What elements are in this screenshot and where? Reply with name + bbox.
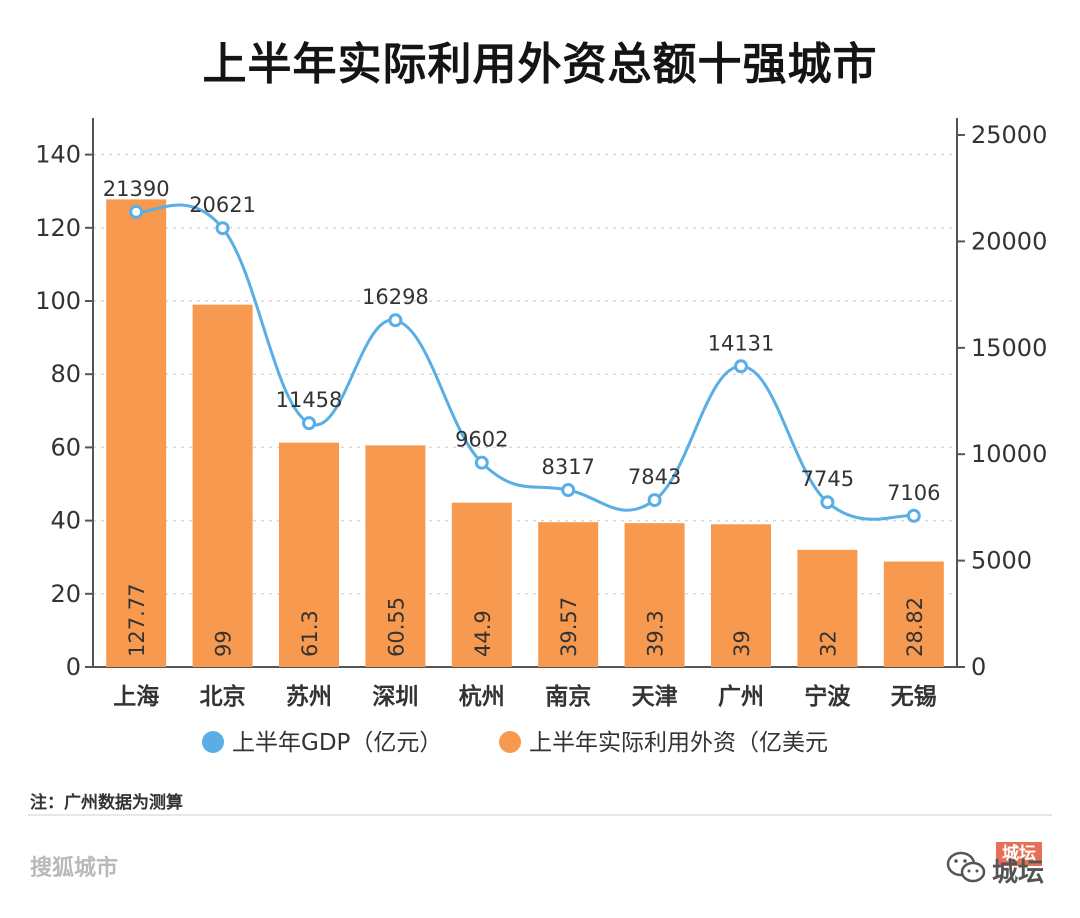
bar[interactable] [624, 523, 685, 667]
bar-value-label: 39.3 [644, 610, 668, 657]
left-axis-tick-label: 20 [50, 580, 81, 608]
bar-value-label: 39 [730, 630, 754, 657]
gdp-value-label: 21390 [103, 177, 170, 201]
gdp-value-label: 11458 [276, 388, 343, 412]
chart-title: 上半年实际利用外资总额十强城市 [202, 39, 878, 90]
bar-series [106, 199, 944, 667]
right-axis-tick-label: 15000 [971, 334, 1047, 362]
gdp-value-label: 16298 [362, 285, 429, 309]
legend-fdi-marker[interactable] [499, 731, 521, 753]
bar[interactable] [451, 502, 512, 667]
bar-value-label: 44.9 [471, 610, 495, 657]
bar-value-label: 99 [212, 630, 236, 657]
gdp-value-label: 20621 [189, 193, 256, 217]
bar[interactable] [538, 522, 599, 667]
legend-gdp-marker[interactable] [202, 731, 224, 753]
bar[interactable] [365, 445, 426, 667]
left-axis-tick-label: 80 [50, 360, 81, 388]
category-label: 杭州 [459, 683, 505, 710]
category-label: 无锡 [891, 684, 937, 710]
gdp-value-label: 8317 [541, 455, 594, 479]
left-axis-tick-label: 60 [50, 433, 81, 461]
bar[interactable] [711, 524, 771, 667]
chart-canvas: 0 20 40 60 80 100 120 140 0 5000 10000 15000 20000 25… [35, 118, 1047, 756]
gdp-value-label: 7106 [887, 481, 940, 505]
left-axis-tick-label: 0 [66, 653, 81, 681]
left-axis-tick-label: 100 [35, 287, 81, 315]
gdp-point[interactable] [906, 508, 921, 523]
gdp-value-label: 9602 [455, 428, 508, 452]
gdp-line-series [129, 203, 921, 523]
gdp-point[interactable] [647, 493, 662, 508]
bar[interactable] [883, 561, 944, 667]
watermark-badge: 城坛 [996, 842, 1042, 866]
category-label: 宁波 [804, 683, 851, 710]
left-axis-tick-label: 40 [50, 507, 81, 535]
gdp-point[interactable] [388, 313, 403, 328]
divider [28, 814, 1052, 816]
bar[interactable] [279, 442, 339, 667]
legend[interactable]: 上半年GDP（亿元） 上半年实际利用外资（亿美元 [202, 730, 828, 756]
gdp-value-label: 14131 [708, 331, 775, 355]
bar-value-label: 32 [816, 630, 840, 657]
bar-value-label: 60.55 [384, 597, 408, 657]
footer-brand: 搜狐城市 [30, 856, 119, 881]
bar-value-label: 61.3 [298, 610, 322, 657]
gdp-point[interactable] [820, 495, 835, 510]
bar[interactable] [797, 549, 858, 667]
gdp-point[interactable] [302, 416, 316, 431]
footnote: 注：广州数据为测算 [30, 793, 183, 813]
category-label: 深圳 [372, 684, 418, 710]
right-axis-tick-label: 20000 [971, 227, 1047, 255]
bar[interactable] [192, 304, 253, 667]
category-label: 北京 [200, 683, 246, 710]
gdp-point[interactable] [561, 483, 576, 498]
gdp-line [135, 203, 915, 521]
gdp-point[interactable] [129, 204, 144, 219]
category-axis-labels: 上海 北京 苏州 深圳 杭州 南京 天津 广州 宁波 无锡 [113, 683, 937, 710]
legend-fdi-label[interactable]: 上半年实际利用外资（亿美元 [529, 730, 828, 756]
gdp-point[interactable] [734, 359, 748, 374]
gdp-value-labels: 21390 20621 11458 16298 9602 8317 7843 14131 774… [103, 177, 941, 505]
category-label: 广州 [718, 683, 764, 710]
left-axis-tick-label: 140 [35, 141, 81, 169]
category-label: 上海 [113, 683, 159, 710]
right-axis-tick-label: 0 [971, 653, 986, 681]
bar-value-label: 28.82 [903, 597, 927, 657]
bar-value-labels: 127.77 99 61.3 60.55 44.9 39.57 39.3 39 32 28.82 [125, 584, 927, 657]
right-axis-tick-label: 25000 [971, 121, 1047, 149]
bar[interactable] [106, 199, 167, 667]
bar-value-label: 127.77 [125, 584, 149, 657]
right-axis-tick-label: 5000 [971, 547, 1032, 575]
category-label: 苏州 [286, 684, 332, 710]
watermark-text: 城坛 [992, 858, 1045, 888]
gdp-point[interactable] [215, 221, 230, 236]
right-axis-tick-label: 10000 [971, 440, 1047, 468]
gdp-value-label: 7843 [628, 465, 681, 489]
left-axis-tick-label: 120 [35, 214, 81, 242]
category-label: 天津 [632, 683, 678, 710]
bar-value-label: 39.57 [557, 597, 581, 657]
gdp-value-label: 7745 [801, 467, 854, 491]
legend-gdp-label[interactable]: 上半年GDP（亿元） [232, 730, 442, 756]
wechat-icon [946, 851, 986, 883]
gdp-point[interactable] [474, 455, 489, 470]
category-label: 南京 [545, 683, 591, 710]
